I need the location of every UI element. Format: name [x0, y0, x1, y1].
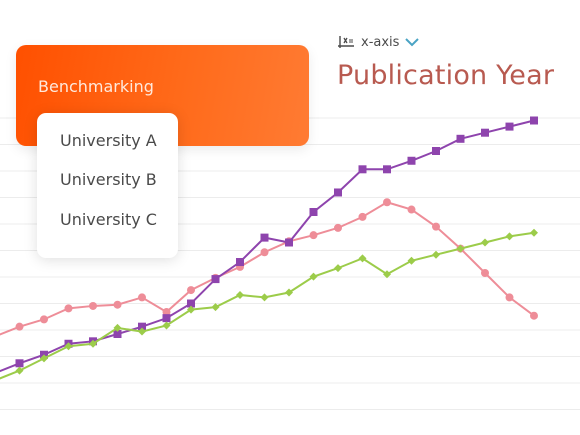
data-point — [260, 293, 269, 302]
data-point — [407, 156, 416, 165]
data-point — [505, 232, 514, 241]
data-point — [15, 322, 24, 331]
data-point — [64, 342, 73, 351]
data-point — [285, 288, 293, 297]
data-point — [530, 228, 538, 237]
x-axis-selector[interactable]: x-axis — [337, 34, 420, 50]
series-3 — [0, 228, 538, 380]
data-point — [358, 212, 367, 221]
data-point — [187, 286, 195, 295]
data-point — [15, 366, 24, 375]
data-point — [40, 315, 48, 324]
data-point — [113, 300, 122, 309]
data-point — [432, 250, 440, 259]
data-point — [187, 299, 195, 308]
data-point — [432, 147, 440, 155]
data-point — [334, 223, 342, 232]
data-point — [260, 248, 269, 257]
benchmarking-title: Benchmarking — [38, 77, 154, 96]
data-point — [407, 205, 416, 214]
data-point — [481, 269, 489, 277]
data-point — [481, 238, 489, 247]
data-point — [113, 323, 122, 332]
data-point — [432, 222, 440, 231]
data-point — [309, 272, 318, 281]
data-point — [187, 305, 195, 314]
data-point — [138, 327, 146, 336]
data-point — [334, 188, 342, 197]
data-point — [530, 311, 538, 320]
data-point — [481, 128, 489, 137]
axis-title: Publication Year — [337, 60, 555, 91]
chart-series — [0, 116, 538, 380]
data-point — [505, 122, 514, 131]
data-point — [505, 293, 514, 302]
data-point — [407, 256, 416, 265]
chevron-down-icon[interactable] — [405, 37, 420, 47]
data-point — [162, 308, 171, 317]
data-point — [211, 303, 220, 312]
data-point — [456, 134, 465, 143]
data-point — [138, 322, 146, 331]
data-point — [15, 359, 24, 368]
university-option-b[interactable]: University B — [60, 170, 157, 189]
data-point — [40, 354, 48, 363]
data-point — [358, 254, 367, 263]
series-2 — [0, 116, 538, 373]
data-point — [530, 116, 538, 125]
series-1 — [0, 198, 538, 336]
x-axis-label: x-axis — [361, 34, 400, 50]
data-point — [162, 321, 171, 330]
data-point — [236, 258, 244, 267]
data-point — [383, 165, 391, 174]
data-point — [383, 270, 391, 279]
data-point — [138, 293, 146, 302]
data-point — [211, 275, 220, 284]
university-menu: University A University B University C — [37, 113, 178, 258]
data-point — [236, 290, 244, 299]
data-point — [113, 330, 122, 338]
data-point — [64, 304, 73, 313]
data-point — [89, 339, 97, 348]
data-point — [285, 238, 293, 247]
data-point — [334, 264, 342, 273]
data-point — [162, 314, 171, 323]
data-point — [89, 301, 97, 310]
data-point — [456, 244, 465, 253]
data-point — [309, 231, 318, 240]
data-point — [260, 233, 269, 242]
university-option-c[interactable]: University C — [60, 210, 157, 229]
axis-swap-icon — [337, 34, 355, 50]
data-point — [309, 208, 318, 216]
university-option-a[interactable]: University A — [60, 131, 157, 150]
data-point — [358, 165, 367, 174]
data-point — [383, 198, 391, 207]
